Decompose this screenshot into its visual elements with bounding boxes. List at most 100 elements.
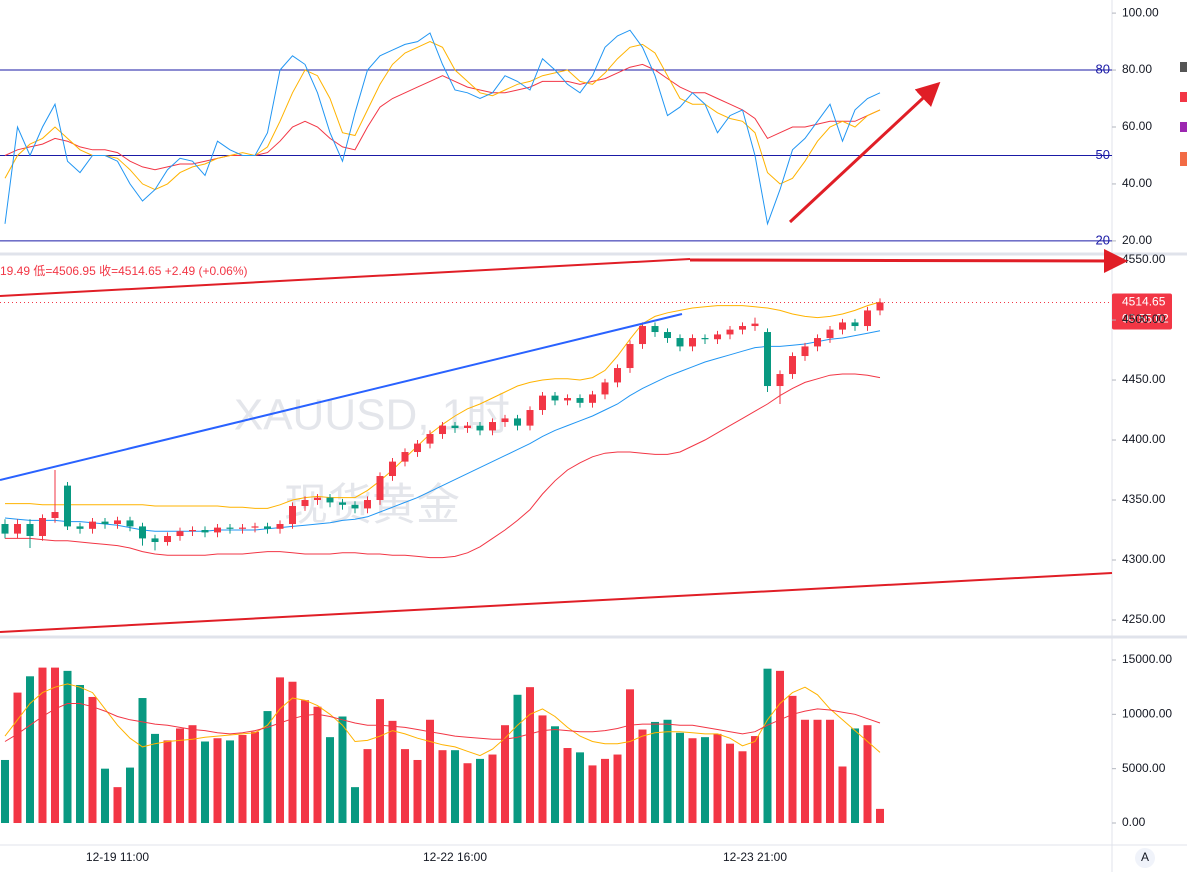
candle-body (851, 322, 859, 327)
candle-body (76, 526, 84, 529)
candle-body (826, 329, 834, 339)
indicator-line (4, 29, 881, 226)
volume-bar (551, 726, 559, 824)
candle-body (426, 434, 434, 444)
candle-body (14, 524, 21, 534)
volume-bar (738, 751, 747, 824)
candle-body (301, 500, 309, 507)
volume-bar (713, 733, 722, 824)
volume-bar (238, 734, 247, 824)
volume-bar (751, 736, 759, 824)
volume-bar (451, 750, 459, 824)
volume-bar (1, 759, 9, 824)
indicator-line (4, 683, 881, 757)
watermark: 现货黄金 (284, 481, 460, 530)
candle-body (514, 418, 521, 426)
trend-line (0, 258, 691, 297)
candle-body (739, 326, 746, 330)
candle-body (526, 410, 534, 426)
y-tick-label: 100.00 (1122, 5, 1159, 19)
candle-body (714, 334, 721, 340)
candle-body (589, 394, 596, 403)
volume-bar (288, 681, 297, 824)
volume-bar (613, 754, 622, 824)
y-tick-label: 5000.00 (1122, 761, 1166, 775)
y-tick-label: 4250.00 (1122, 612, 1166, 626)
trend-arrow (689, 248, 1128, 273)
scale-button[interactable] (1135, 848, 1155, 868)
volume-bar (801, 719, 809, 824)
volume-bar (338, 716, 347, 824)
volume-bar (488, 754, 497, 824)
y-tick-label: 4400.00 (1122, 432, 1166, 446)
level-label: 80 (1096, 61, 1110, 76)
volume-bar (188, 725, 197, 824)
y-tick-label: 20.00 (1122, 233, 1152, 247)
volume-bar (276, 677, 284, 824)
candle-body (364, 500, 371, 509)
volume-bar (201, 741, 209, 824)
volume-bar (13, 692, 22, 824)
indicator-line (4, 703, 881, 742)
candle-body (151, 538, 159, 543)
y-tick-label: 0.00 (1122, 815, 1146, 829)
trend-line (0, 572, 1113, 633)
volume-bar (63, 670, 72, 824)
volume-bar (663, 719, 672, 824)
y-tick-label: 80.00 (1122, 62, 1152, 76)
volume-bar (588, 765, 597, 824)
candle-body (114, 520, 121, 525)
candle-body (776, 374, 784, 387)
candle-body (564, 398, 571, 401)
indicator-line (4, 41, 881, 191)
candle-body (389, 461, 396, 477)
volume-bar (788, 695, 797, 824)
volume-bar (676, 732, 684, 824)
volume-bar (376, 699, 384, 824)
candle-body (614, 368, 621, 383)
candle-body (839, 322, 846, 330)
indicator-line (5, 373, 881, 559)
volume-bar (351, 787, 359, 824)
volume-bar (38, 667, 47, 824)
candle-body (176, 531, 184, 537)
x-tick-label: 12-22 16:00 (423, 850, 487, 864)
volume-bar (876, 808, 884, 824)
candle-body (626, 344, 634, 369)
candle-body (701, 338, 709, 340)
volume-bar (576, 752, 584, 824)
volume-bar (701, 737, 709, 824)
candle-body (439, 425, 446, 435)
candle-body (201, 530, 209, 533)
candle-body (214, 527, 221, 533)
volume-bar (763, 668, 772, 824)
candle-body (814, 338, 821, 347)
candle-body (64, 485, 71, 527)
ohlc-header: 19.49 低=4506.95 收=4514.65 +2.49 (+0.06%) (0, 264, 248, 278)
volume-bar (251, 731, 259, 824)
level-label: 20 (1096, 232, 1110, 247)
volume-bar (476, 758, 484, 824)
volume-bar (463, 763, 472, 824)
volume-bar (301, 700, 309, 824)
volume-bar (651, 721, 659, 824)
scale-button-label[interactable]: A (1141, 850, 1149, 864)
candle-body (351, 504, 359, 509)
volume-bar (113, 787, 122, 824)
candle-body (601, 382, 609, 395)
last-price-label: 4514.65 (1122, 295, 1166, 309)
volume-bar (51, 667, 59, 824)
volume-bar (501, 725, 509, 824)
volume-bar (138, 698, 147, 824)
candle-body (789, 356, 796, 375)
candle-body (189, 530, 196, 532)
volume-bar (176, 728, 184, 824)
candle-body (264, 526, 271, 529)
candle-body (51, 512, 59, 519)
watermark: XAUUSD, 1时 (234, 391, 510, 440)
y-tick-label: 4300.00 (1122, 552, 1166, 566)
candle-body (1, 524, 9, 534)
volume-bar (526, 687, 534, 824)
candle-body (314, 497, 321, 501)
candle-body (414, 443, 421, 453)
